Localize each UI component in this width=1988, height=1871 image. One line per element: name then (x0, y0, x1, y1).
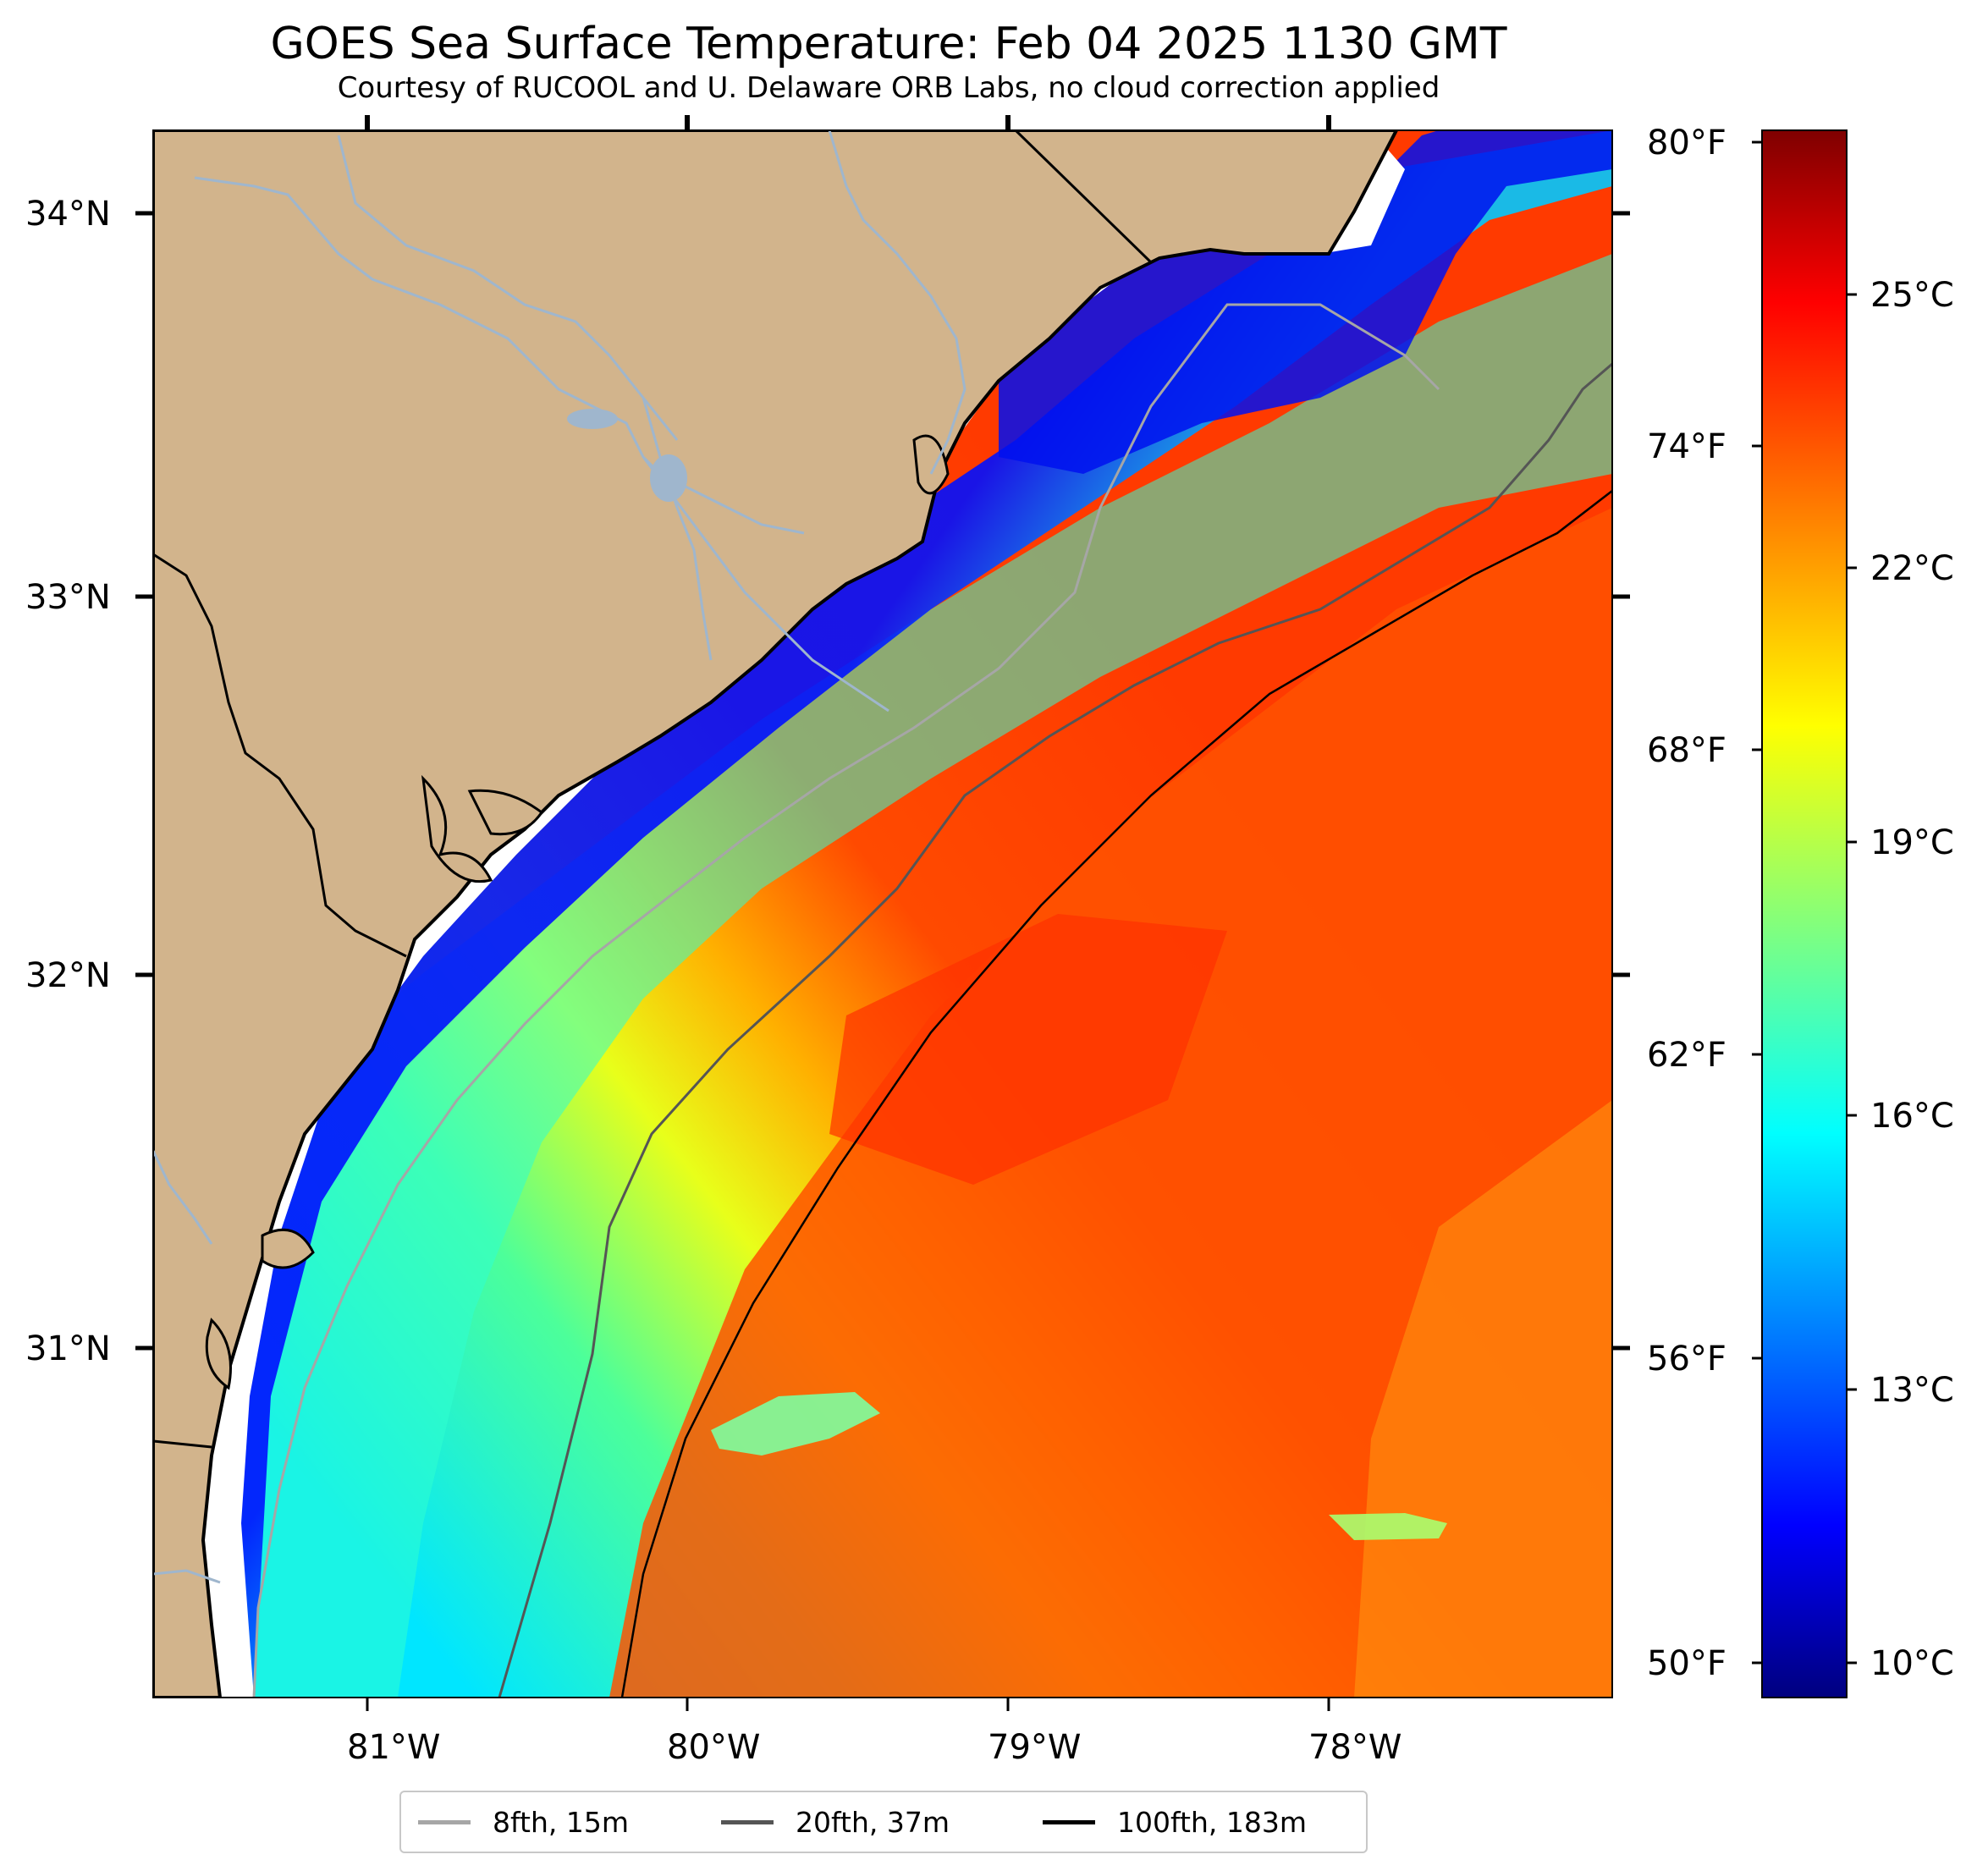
colorbar-celsius-ticks (1847, 293, 1857, 1665)
colorbar-f-label: 74°F (1647, 427, 1726, 466)
legend-item-8fth: 8fth, 15m (418, 1792, 629, 1852)
map-panel (153, 130, 1612, 1698)
island (421, 774, 493, 883)
longitude-ticks (365, 115, 1331, 1711)
map-frame (152, 129, 1613, 1698)
colorbar-c-label: 22°C (1870, 549, 1954, 588)
colorbar-c-label: 16°C (1870, 1097, 1954, 1136)
chart-subtitle: Courtesy of RUCOOL and U. Delaware ORB L… (337, 71, 1440, 105)
latitude-ticks (135, 211, 1630, 1351)
island (912, 434, 950, 495)
legend-line-swatch (721, 1819, 774, 1824)
colorbar-f-label: 68°F (1647, 731, 1726, 770)
colorbar-f-label: 80°F (1647, 124, 1726, 162)
lat-label: 31°N (25, 1329, 111, 1368)
state-border-ga-fl (153, 1439, 212, 1449)
legend-label: 100fth, 183m (1117, 1805, 1307, 1839)
colorbar-c-label: 19°C (1870, 823, 1954, 862)
cool-patch (711, 1392, 880, 1456)
warm-eddy (1354, 1100, 1612, 1698)
colorbar-c-label: 25°C (1870, 276, 1954, 315)
isobath-100fth (620, 490, 1612, 1698)
colorbar-fahrenheit-ticks (1752, 140, 1762, 1665)
lon-label: 79°W (988, 1728, 1081, 1767)
cold-water-north (999, 130, 1612, 474)
chart-title: GOES Sea Surface Temperature: Feb 04 202… (270, 19, 1507, 69)
lake-marion (650, 454, 687, 502)
legend-line-swatch (1043, 1819, 1095, 1824)
colorbar (1761, 129, 1848, 1698)
lon-label: 78°W (1308, 1728, 1402, 1767)
colorbar-c-label: 10°C (1870, 1644, 1954, 1683)
cool-patch (1329, 1513, 1447, 1540)
state-border-nc-sc (1014, 130, 1153, 264)
lat-label: 34°N (25, 195, 111, 234)
rivers (153, 130, 966, 1584)
isobath-20fth (498, 362, 1612, 1698)
lat-label: 33°N (25, 578, 111, 617)
colorbar-f-label: 56°F (1647, 1340, 1726, 1378)
isobath-legend: 8fth, 15m 20fth, 37m 100fth, 183m (399, 1791, 1368, 1853)
land-mass (153, 130, 1399, 1698)
state-border-sc-ga (153, 553, 407, 958)
lake-moultrie (567, 409, 618, 429)
legend-line-swatch (418, 1819, 471, 1824)
lon-label: 80°W (667, 1728, 760, 1767)
island (467, 789, 544, 836)
island (205, 1318, 232, 1390)
legend-label: 20fth, 37m (796, 1805, 950, 1839)
colorbar-f-label: 62°F (1647, 1036, 1726, 1075)
lat-label: 32°N (25, 956, 111, 995)
hot-core (829, 914, 1227, 1185)
legend-item-100fth: 100fth, 183m (1043, 1792, 1307, 1852)
isobath-8fth (252, 303, 1440, 1698)
island (261, 1228, 315, 1269)
lon-label: 81°W (347, 1728, 440, 1767)
legend-item-20fth: 20fth, 37m (721, 1792, 950, 1852)
legend-label: 8fth, 15m (493, 1805, 630, 1839)
colorbar-c-label: 13°C (1870, 1371, 1954, 1410)
colorbar-f-label: 50°F (1647, 1644, 1726, 1683)
